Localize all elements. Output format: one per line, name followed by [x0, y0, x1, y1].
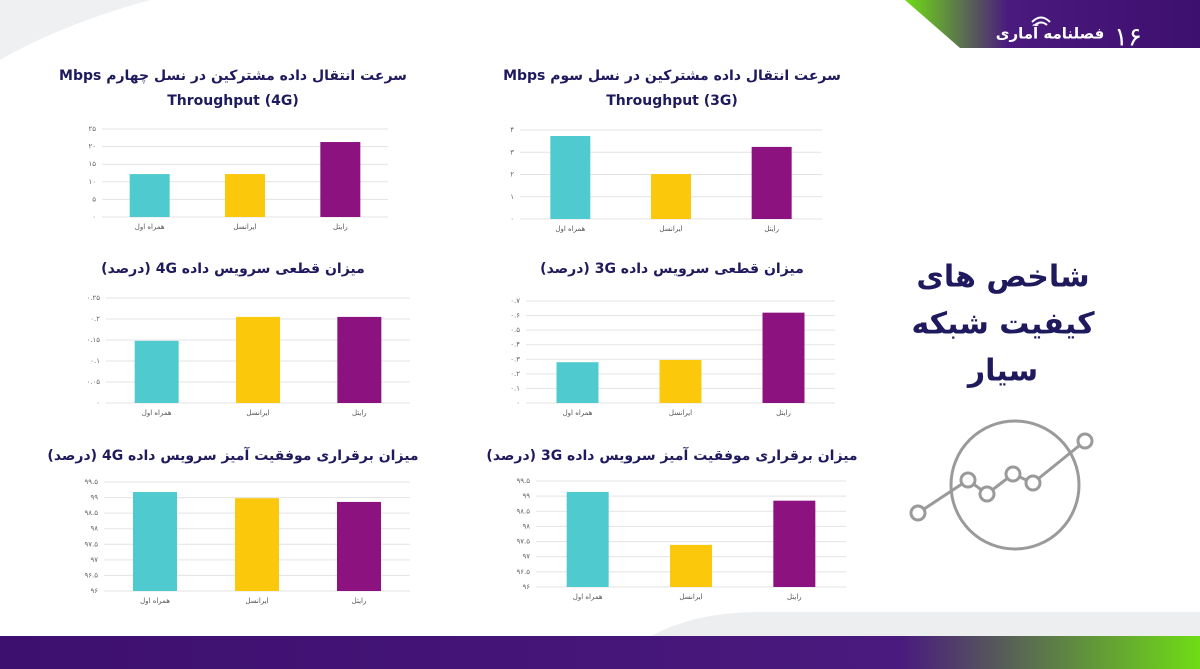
- y-tick-label: ۱۰: [88, 178, 96, 186]
- y-tick-label: ۹۸.۵: [516, 507, 530, 515]
- y-tick-label: ۰: [92, 213, 96, 221]
- y-tick-label: ۹۶: [90, 587, 98, 595]
- x-tick-label: همراه اول: [563, 409, 593, 417]
- y-tick-label: ۹۹: [90, 494, 98, 502]
- x-tick-label: ایرانسل: [669, 409, 692, 417]
- bar: [651, 174, 691, 219]
- bar: [134, 340, 179, 403]
- x-tick-label: همراه اول: [142, 409, 172, 417]
- bar: [133, 491, 177, 591]
- y-tick-label: ۵: [92, 195, 96, 203]
- x-tick-label: ایرانسل: [679, 593, 702, 601]
- bar: [762, 312, 805, 403]
- y-tick-label: ۹۷: [90, 556, 98, 564]
- y-tick-label: ۰: [510, 215, 514, 223]
- y-tick-label: ۲۵: [88, 125, 96, 133]
- y-tick-label: ۰.۱: [90, 357, 100, 365]
- x-tick-label: رایتل: [333, 223, 348, 231]
- page-number: ۱۶: [1114, 23, 1142, 53]
- bar: [556, 362, 599, 403]
- bar: [670, 544, 712, 587]
- y-tick-label: ۹۸: [90, 525, 98, 533]
- y-tick-label: ۹۶.۵: [516, 568, 530, 576]
- y-tick-label: ۰.۱: [510, 384, 520, 392]
- bar: [225, 174, 265, 217]
- logo-icon: [1031, 16, 1051, 26]
- y-tick-label: ۹۶: [522, 583, 530, 591]
- x-tick-label: ایرانسل: [245, 597, 268, 605]
- bar: [659, 360, 702, 403]
- y-tick-label: ۰.۲: [90, 315, 100, 323]
- y-tick-label: ۹۷.۵: [84, 540, 98, 548]
- y-tick-label: ۰.۰۵: [86, 378, 100, 386]
- bar: [337, 316, 382, 403]
- y-tick-label: ۹۹.۵: [516, 477, 530, 485]
- y-tick-label: ۰.۷: [510, 297, 520, 305]
- y-tick-label: ۰.۲: [510, 370, 520, 378]
- x-tick-label: رایتل: [787, 593, 802, 601]
- x-tick-label: همراه اول: [573, 593, 603, 601]
- y-tick-label: ۴: [510, 126, 514, 134]
- bar: [236, 316, 280, 403]
- chart-subtitle: Throughput (3G): [606, 93, 738, 109]
- y-tick-label: ۲۰: [88, 143, 96, 151]
- y-tick-label: ۰.۱۵: [86, 336, 100, 344]
- bar: [129, 174, 170, 217]
- y-tick-label: ۰.۳: [510, 355, 520, 363]
- y-tick-label: ۹۹: [522, 492, 530, 500]
- header-title: فصلنامه آماری: [996, 25, 1105, 43]
- y-tick-label: ۰.۲۵: [86, 294, 100, 302]
- bar: [566, 491, 609, 587]
- y-tick-label: ۳: [510, 148, 514, 156]
- bar: [320, 142, 361, 217]
- bar: [235, 498, 279, 591]
- chart-title: میزان برقراری موفقیت آمیز سرویس داده 3G …: [486, 446, 857, 464]
- y-tick-label: ۲: [510, 171, 514, 179]
- x-tick-label: همراه اول: [135, 223, 165, 231]
- header-band: [905, 0, 1200, 48]
- chart-title: میزان برقراری موفقیت آمیز سرویس داده 4G …: [47, 446, 418, 464]
- side-title: کیفیت شبکه: [911, 307, 1095, 342]
- bar: [337, 501, 381, 591]
- y-tick-label: ۹۸.۵: [84, 509, 98, 517]
- y-tick-label: ۹۶.۵: [84, 571, 98, 579]
- x-tick-label: ایرانسل: [659, 225, 682, 233]
- header-subtitle: تابستان ۱۴۰۳ / شماره ۵۰: [1090, 51, 1186, 61]
- x-tick-label: ایرانسل: [233, 223, 256, 231]
- bar: [550, 136, 591, 219]
- y-tick-label: ۰.۵: [510, 326, 520, 334]
- decor-shape: [0, 0, 150, 60]
- y-tick-label: ۹۸: [522, 522, 530, 530]
- y-tick-label: ۹۹.۵: [84, 478, 98, 486]
- chart-title: میزان قطعی سرویس داده 3G (درصد): [540, 261, 804, 277]
- x-tick-label: رایتل: [764, 225, 779, 233]
- side-title: سیار: [966, 354, 1038, 389]
- x-tick-label: ایرانسل: [246, 409, 269, 417]
- x-tick-label: همراه اول: [555, 225, 585, 233]
- x-tick-label: همراه اول: [140, 597, 170, 605]
- y-tick-label: ۹۷: [522, 553, 530, 561]
- footer-band: [0, 636, 1200, 669]
- bar: [773, 500, 816, 587]
- side-title: شاخص های: [916, 260, 1089, 295]
- y-tick-label: ۹۷.۵: [516, 538, 530, 546]
- y-tick-label: ۰: [96, 399, 100, 407]
- y-tick-label: ۰.۴: [510, 341, 520, 349]
- chart-title: سرعت انتقال داده مشترکین در نسل چهارم Mb…: [59, 68, 407, 84]
- x-tick-label: رایتل: [352, 597, 367, 605]
- y-tick-label: ۰: [516, 399, 520, 407]
- y-tick-label: ۱: [510, 193, 514, 201]
- bar: [751, 146, 792, 219]
- x-tick-label: رایتل: [776, 409, 791, 417]
- chart-title: میزان قطعی سرویس داده 4G (درصد): [101, 261, 365, 277]
- chart-subtitle: Throughput (4G): [167, 93, 299, 109]
- y-tick-label: ۱۵: [88, 160, 96, 168]
- trend-icon: [909, 419, 1094, 551]
- chart-title: سرعت انتقال داده مشترکین در نسل سوم Mbps: [503, 68, 841, 84]
- y-tick-label: ۰.۶: [510, 312, 520, 320]
- x-tick-label: رایتل: [352, 409, 367, 417]
